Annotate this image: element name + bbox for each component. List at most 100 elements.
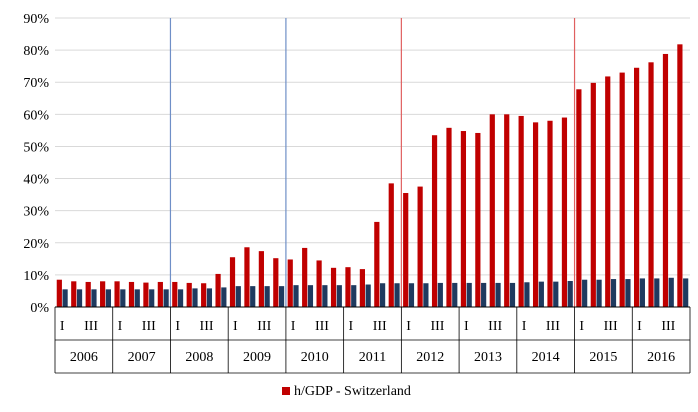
bar-series-1 — [229, 257, 236, 307]
quarter-label: I — [464, 319, 469, 334]
bar-series-2 — [538, 281, 544, 307]
bar-series-1 — [489, 114, 495, 307]
bar-series-2 — [163, 289, 169, 307]
quarter-label: I — [406, 319, 411, 334]
bar-series-1 — [677, 44, 683, 307]
quarter-label: III — [257, 319, 271, 334]
bar-series-2 — [567, 280, 573, 307]
bar-series-2 — [423, 283, 429, 307]
y-tick-label: 80% — [23, 44, 49, 59]
bar-series-2 — [322, 285, 328, 307]
bar-series-1 — [403, 193, 409, 307]
bar-series-1 — [561, 117, 568, 307]
bar-series-2 — [380, 283, 386, 307]
bar-series-2 — [365, 284, 371, 307]
bar-series-2 — [466, 282, 472, 307]
bar-series-1 — [345, 267, 351, 307]
bar-series-2 — [177, 289, 184, 307]
quarter-label: III — [142, 319, 156, 334]
bar-series-2 — [524, 282, 530, 307]
y-tick-label: 60% — [23, 108, 49, 123]
bar-series-2 — [668, 277, 674, 307]
quarter-label: III — [200, 319, 214, 334]
year-label: 2013 — [474, 350, 502, 365]
bar-series-2 — [250, 286, 256, 307]
bar-series-1 — [330, 267, 337, 307]
year-label: 2016 — [647, 350, 675, 365]
bar-series-2 — [625, 279, 631, 307]
bar-series-2 — [192, 288, 198, 307]
bar-series-1 — [215, 273, 221, 307]
quarter-label: III — [604, 319, 618, 334]
year-label: 2012 — [416, 350, 444, 365]
bar-series-2 — [336, 285, 342, 307]
bar-series-2 — [452, 282, 458, 307]
reference-lines — [169, 18, 576, 307]
bar-series-1 — [504, 114, 510, 307]
quarter-label: I — [637, 319, 642, 334]
year-label: 2014 — [532, 350, 560, 365]
year-label: 2007 — [128, 350, 156, 365]
year-label: 2010 — [301, 350, 329, 365]
quarter-label: III — [315, 319, 329, 334]
bar-series-2 — [553, 281, 559, 307]
bar-series-1 — [273, 258, 279, 307]
year-label: 2008 — [185, 350, 213, 365]
bar-series-1 — [576, 89, 582, 307]
quarter-label: I — [118, 319, 123, 334]
bar-series-1 — [244, 247, 250, 307]
quarter-label: I — [349, 319, 354, 334]
bar-series-1 — [460, 131, 467, 307]
bar-series-1 — [316, 260, 322, 307]
bar-series-1 — [648, 62, 654, 308]
quarter-label: III — [373, 319, 387, 334]
bar-series-1 — [475, 132, 481, 307]
y-tick-label: 40% — [23, 173, 49, 188]
year-label: 2011 — [359, 350, 386, 365]
bar-series-1 — [619, 72, 625, 307]
year-label: 2006 — [70, 350, 98, 365]
y-tick-label: 20% — [23, 237, 49, 252]
year-label: 2009 — [243, 350, 271, 365]
legend-label: h/GDP - Switzerland — [294, 384, 411, 399]
bar-series-1 — [114, 281, 120, 307]
bar-series-1 — [662, 53, 669, 308]
bar-series-2 — [408, 283, 415, 307]
year-label: 2015 — [589, 350, 617, 365]
quarter-label: I — [233, 319, 238, 334]
bar-series-1 — [547, 120, 553, 307]
quarter-label: III — [546, 319, 560, 334]
bar-series-1 — [258, 251, 264, 307]
bar-series-2 — [351, 285, 357, 307]
bar-series-2 — [683, 278, 689, 307]
y-tick-label: 0% — [30, 301, 49, 316]
bar-series-2 — [307, 285, 314, 307]
bar-series-1 — [605, 76, 611, 307]
bar-series-2 — [120, 289, 126, 307]
bars — [56, 44, 689, 308]
bar-series-1 — [446, 127, 452, 307]
bar-series-1 — [201, 283, 207, 307]
bar-series-1 — [431, 135, 438, 307]
bar-series-1 — [157, 281, 163, 307]
bar-series-2 — [596, 279, 602, 307]
bar-series-2 — [293, 285, 299, 307]
bar-series-2 — [509, 282, 516, 307]
y-tick-label: 50% — [23, 140, 49, 155]
bar-series-1 — [359, 269, 365, 307]
bar-series-2 — [76, 289, 83, 307]
quarter-label: III — [84, 319, 98, 334]
bar-series-1 — [172, 281, 178, 307]
bar-series-1 — [143, 282, 149, 307]
bar-series-1 — [374, 221, 380, 307]
y-tick-label: 90% — [23, 12, 49, 27]
bar-series-1 — [417, 186, 423, 307]
gridlines — [55, 17, 690, 276]
bar-series-2 — [264, 286, 270, 307]
quarter-label: I — [522, 319, 527, 334]
bar-series-2 — [206, 288, 213, 307]
bar-series-1 — [287, 259, 293, 307]
bar-series-1 — [590, 82, 596, 307]
bar-series-2 — [221, 287, 227, 307]
